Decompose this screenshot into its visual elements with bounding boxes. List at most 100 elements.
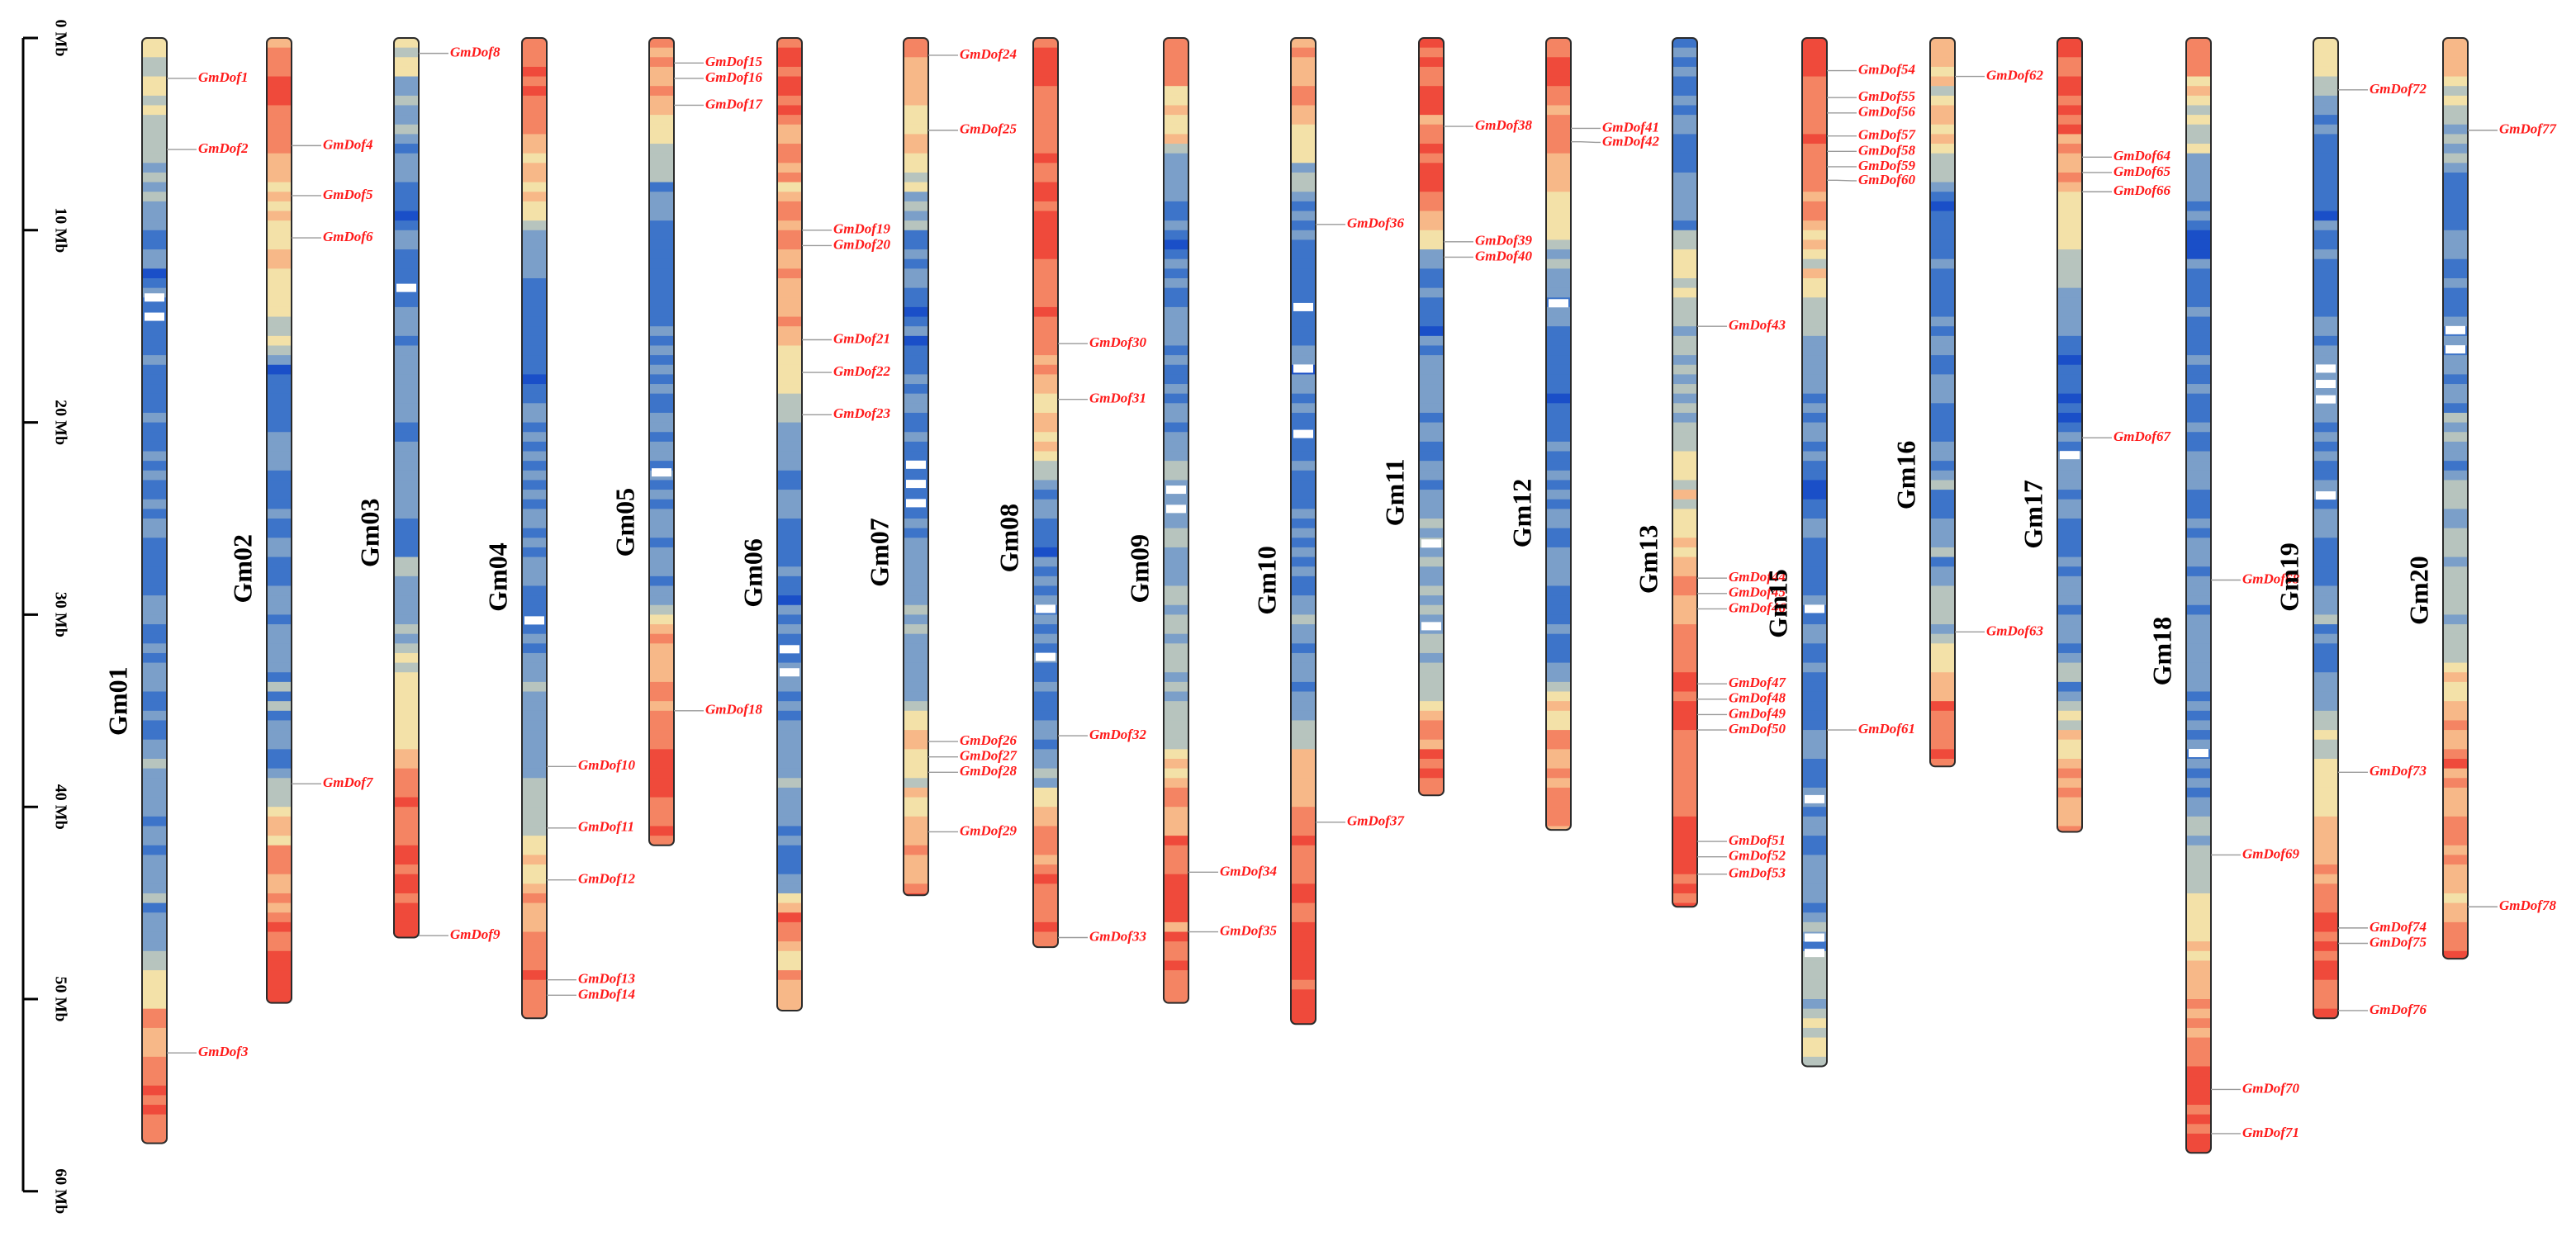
density-band [2186,345,2211,356]
density-band [267,778,292,789]
density-band [2186,720,2211,731]
density-band [649,643,674,654]
density-band [142,662,167,673]
density-band [142,326,167,337]
density-band [2186,105,2211,116]
density-band [2313,912,2338,923]
density-band [2057,105,2082,116]
density-band [904,797,928,808]
scale-tick-label: 0 Mb [51,20,69,57]
density-band [1291,287,1316,298]
density-band [2443,519,2468,529]
density-band [522,374,547,385]
density-band [394,816,419,827]
density-band [267,604,292,615]
density-band [2443,374,2468,385]
density-band [2186,739,2211,750]
density-band [2057,38,2082,49]
density-band [142,364,167,375]
density-band [142,201,167,212]
density-band [649,557,674,567]
density-band [2443,461,2468,471]
chromosome-gap [2316,491,2336,500]
density-band [1802,557,1827,567]
density-band [1033,566,1058,577]
density-band [394,66,419,78]
density-band [2057,499,2082,509]
chromosome-label: Gm01 [102,666,132,736]
density-bands [777,38,802,1011]
density-band [267,701,292,712]
density-band [777,38,802,49]
density-band [2057,604,2082,615]
density-band [2186,1076,2211,1087]
density-band [1291,278,1316,289]
density-band [142,1008,167,1019]
density-band [904,768,928,779]
density-band [1672,672,1697,683]
density-band [2313,432,2338,443]
density-band [2313,163,2338,173]
density-band [1033,643,1058,654]
density-bands [1802,38,1827,1067]
density-band [777,855,802,865]
density-band [2186,710,2211,722]
density-band [394,134,419,144]
density-band [394,422,419,433]
density-band [2186,1143,2211,1153]
density-band [1672,403,1697,414]
density-band [1033,490,1058,500]
density-band [777,211,802,221]
density-band [1930,643,1955,654]
gene-label: GmDof77 [2499,121,2557,137]
density-band [522,672,547,683]
density-bands [394,38,419,938]
density-band [1419,201,1444,212]
density-band [1164,57,1188,68]
density-band [1546,306,1571,318]
density-band [1291,480,1316,490]
density-band [1164,633,1188,644]
density-band [2313,836,2338,846]
density-band [142,258,167,269]
density-band [522,624,547,635]
density-band [1164,883,1188,894]
density-band [267,163,292,173]
density-band [1546,268,1571,279]
density-band [649,163,674,173]
density-band [1164,604,1188,615]
density-band [777,384,802,395]
density-band [1033,691,1058,702]
density-band [142,115,167,126]
density-band [777,816,802,827]
density-band [1672,652,1697,664]
density-band [1033,316,1058,327]
density-band [649,652,674,664]
density-band [777,787,802,798]
gene-label: GmDof6 [323,229,373,244]
density-band [394,172,419,183]
chromosome-outline [1801,37,1828,1068]
density-band [142,86,167,97]
density-band [1802,432,1827,443]
density-band [1419,384,1444,395]
density-band [2313,316,2338,327]
density-band [777,461,802,471]
density-band [777,144,802,154]
gene-label: GmDof33 [1089,928,1146,944]
density-band [2313,557,2338,567]
gene-label: GmDof8 [450,45,500,60]
density-band [1164,614,1188,625]
density-band [1033,941,1058,948]
density-band [1291,595,1316,606]
density-band [1930,230,1955,241]
density-band [142,893,167,904]
chromosome-gm13: Gm13GmDof43GmDof44GmDof45GmDof46GmDof47G… [1633,37,1786,908]
density-band [1033,614,1058,625]
density-band [777,403,802,414]
density-band [142,595,167,606]
